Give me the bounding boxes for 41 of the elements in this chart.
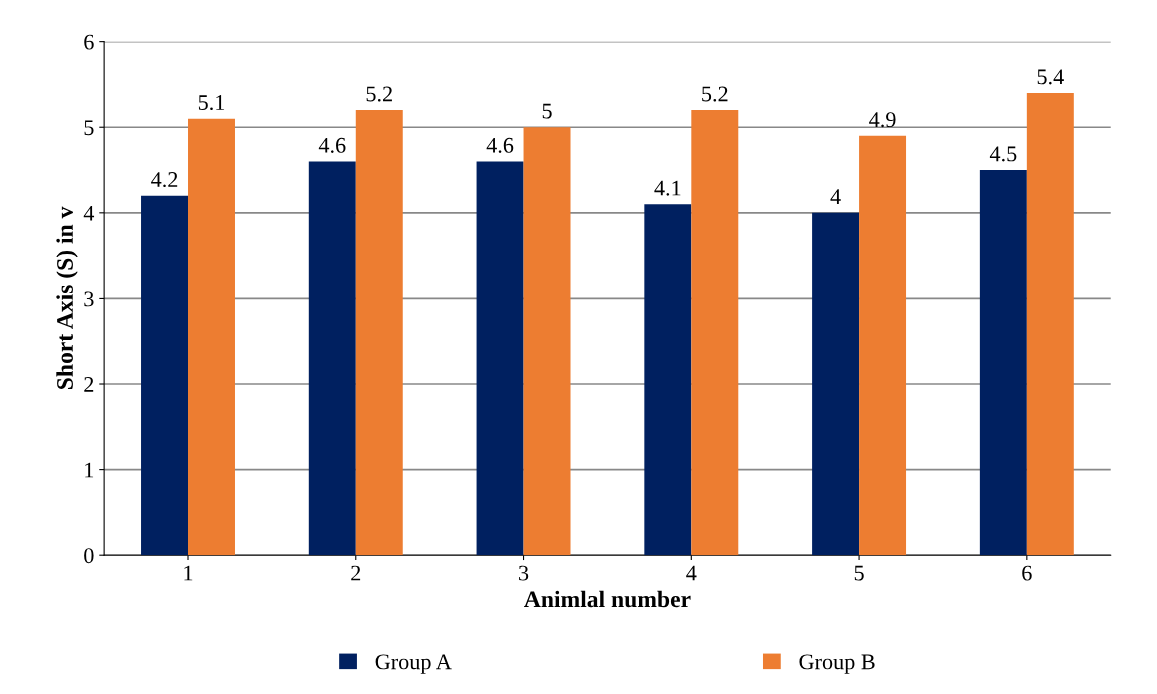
data-label: 4 xyxy=(830,189,841,204)
data-label: 4.5 xyxy=(989,146,1017,162)
data-label: 5.4 xyxy=(1037,69,1064,85)
bar xyxy=(141,195,189,556)
bar xyxy=(355,110,403,556)
x-tick-label: 5 xyxy=(854,565,864,581)
bar xyxy=(859,135,907,556)
bar xyxy=(308,161,356,556)
data-label: 4.1 xyxy=(654,180,681,196)
data-label: 5.2 xyxy=(366,86,392,102)
data-label: 5.1 xyxy=(198,95,225,111)
bar xyxy=(812,212,860,556)
legend-label: Group B xyxy=(799,654,875,674)
y-tick-label: 3 xyxy=(84,291,94,307)
data-label: 4.6 xyxy=(486,137,514,153)
y-tick-label: 6 xyxy=(84,34,94,50)
y-tick-label: 0 xyxy=(84,548,94,564)
data-label: 4.2 xyxy=(151,172,178,188)
y-axis-title: Short Axis (S) in v xyxy=(56,206,78,389)
x-tick-label: 6 xyxy=(1022,565,1032,581)
x-tick-label: 1 xyxy=(184,565,193,581)
bar xyxy=(979,170,1027,556)
bar xyxy=(1026,93,1074,556)
x-tick-label: 4 xyxy=(686,565,697,581)
bar xyxy=(188,118,235,556)
bar xyxy=(691,110,739,556)
x-tick-label: 2 xyxy=(351,565,361,581)
data-label: 4.9 xyxy=(869,112,896,128)
bar xyxy=(476,161,524,556)
y-tick-label: 1 xyxy=(85,462,94,478)
x-tick-label: 3 xyxy=(519,565,529,581)
y-tick-label: 2 xyxy=(84,377,94,392)
data-label: 4.6 xyxy=(318,137,346,153)
data-label: 5 xyxy=(542,103,552,119)
legend-label: Group A xyxy=(375,654,452,674)
data-label: 5.2 xyxy=(702,86,728,102)
bar xyxy=(523,127,571,556)
bar xyxy=(644,204,692,556)
y-tick-label: 4 xyxy=(83,205,95,221)
y-tick-label: 5 xyxy=(84,120,94,136)
x-axis-title: Animlal number xyxy=(524,590,691,608)
